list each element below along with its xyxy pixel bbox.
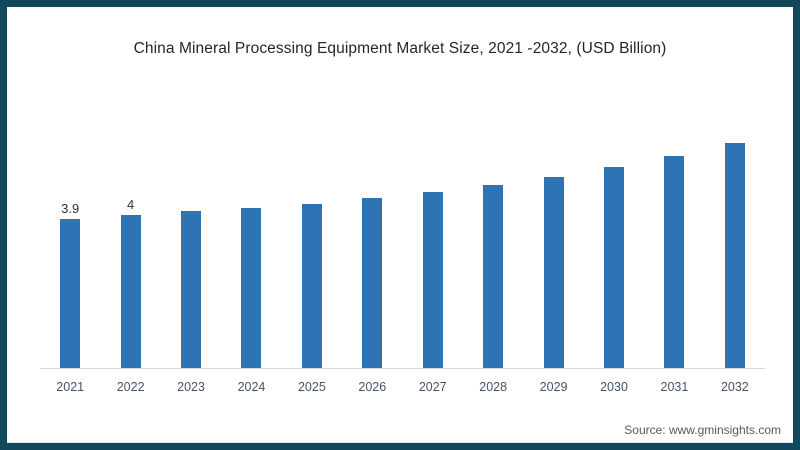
- bar-2028: [483, 185, 504, 368]
- bar-2031: [664, 156, 685, 368]
- bar-2032: [724, 143, 745, 368]
- bar-2025: [301, 204, 322, 368]
- bar-column-2027: [403, 192, 463, 368]
- bar-column-2028: [463, 185, 523, 368]
- x-axis-label-2030: 2030: [600, 380, 628, 394]
- bar-column-2024: [221, 208, 281, 368]
- bar-column-2022: 4: [100, 197, 160, 368]
- bar-2027: [422, 192, 443, 368]
- source-credit: Source: www.gminsights.com: [624, 423, 781, 437]
- x-axis-label-2027: 2027: [418, 380, 447, 394]
- x-axis-label-2023: 2023: [177, 380, 205, 394]
- bar-column-2030: [584, 167, 644, 368]
- bottom-rule: [7, 442, 793, 443]
- bar-column-2023: [161, 211, 221, 368]
- x-axis-label-2032: 2032: [720, 380, 749, 394]
- x-axis-label-2026: 2026: [358, 380, 387, 394]
- bar-2024: [241, 208, 262, 368]
- bar-2029: [543, 177, 564, 368]
- x-axis-label-2031: 2031: [660, 380, 689, 394]
- x-axis-label-2021: 2021: [56, 380, 85, 394]
- x-axis-labels: 2021 2022 2023 2024 2025 2026 2027 2028 2029 2030…: [40, 370, 765, 394]
- chart-title: China Mineral Processing Equipment Marke…: [133, 40, 667, 57]
- bar-column-2021: 3.9: [40, 201, 100, 368]
- x-axis-label-2022: 2022: [116, 380, 145, 394]
- bar-value-label-2021: 3.9: [61, 201, 80, 216]
- bar-value-label-2022: 4: [127, 197, 135, 212]
- bar-column-2025: [282, 204, 342, 368]
- bar-2022: [120, 215, 141, 368]
- bar-2026: [362, 198, 383, 368]
- bar-column-2026: [342, 198, 402, 368]
- bar-column-2029: [523, 177, 583, 368]
- x-axis-label-2028: 2028: [479, 380, 508, 394]
- x-axis-label-2024: 2024: [237, 380, 266, 394]
- bar-column-2032: [705, 143, 765, 368]
- bar-2021: [60, 219, 81, 368]
- x-axis-label-2029: 2029: [539, 380, 568, 394]
- bar-2023: [181, 211, 202, 368]
- plot-area: 3.9 4: [40, 7, 765, 369]
- bar-2030: [604, 167, 624, 368]
- bar-column-2031: [644, 156, 704, 368]
- x-axis-label-2025: 2025: [297, 380, 326, 394]
